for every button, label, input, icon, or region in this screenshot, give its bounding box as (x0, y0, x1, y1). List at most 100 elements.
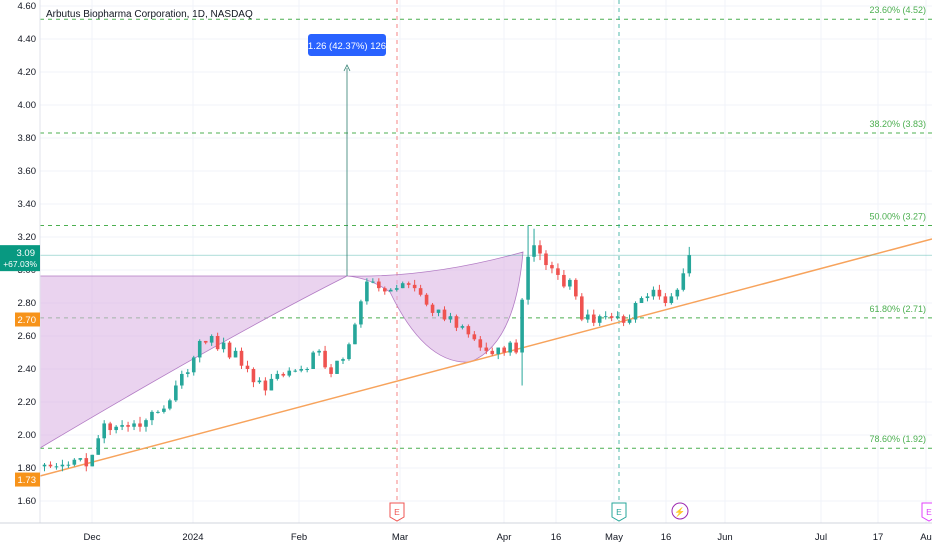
price-range-measure[interactable]: 1.26 (42.37%) 126 (308, 34, 386, 276)
candle (156, 410, 160, 414)
candle-body (508, 342, 512, 353)
candle (550, 261, 554, 274)
candle-body (550, 265, 554, 269)
candle (371, 278, 375, 284)
y-tick-label: 3.60 (18, 166, 37, 177)
candles (42, 225, 692, 472)
candle (681, 268, 686, 292)
candle (90, 454, 95, 467)
candle-body (603, 316, 608, 318)
candle-body (108, 423, 112, 431)
candle-body (42, 464, 47, 467)
candle (514, 339, 518, 355)
candle-body (347, 344, 351, 360)
candle-body (460, 326, 465, 328)
candle-body (424, 294, 429, 305)
candle-body (609, 316, 614, 318)
y-tick-label: 4.40 (18, 34, 37, 45)
candle (251, 367, 256, 388)
candle (120, 420, 124, 431)
event-marker[interactable]: E (389, 502, 405, 522)
candle (532, 228, 536, 262)
candle-body (341, 359, 345, 361)
candle (496, 347, 501, 360)
candle-body (562, 274, 566, 287)
candle (526, 225, 530, 305)
candle (96, 435, 101, 455)
candle-body (591, 314, 596, 323)
candle-body (627, 319, 632, 323)
x-tick-label: Au (920, 532, 932, 543)
pattern-fill-right (346, 251, 524, 363)
event-marker-label: E (616, 507, 622, 517)
fibonacci-levels: 23.60% (4.52) 38.20% (3.83) 50.00% (3.27) 6… (40, 5, 932, 449)
candle (466, 324, 471, 338)
candle-body (377, 281, 381, 289)
candle-body (90, 454, 95, 467)
candle (454, 314, 459, 332)
candle-body (466, 326, 471, 335)
candle-body (144, 420, 148, 427)
x-tick-label: Mar (392, 532, 408, 543)
candle-body (621, 316, 626, 323)
candle (126, 421, 130, 432)
event-marker[interactable]: E (611, 502, 627, 522)
candle (293, 369, 298, 373)
candle-body (251, 369, 256, 383)
candle-body (365, 281, 369, 302)
candle (269, 373, 274, 391)
candle-body (215, 336, 220, 350)
candle-body (681, 273, 686, 290)
measure-label-box (308, 34, 386, 56)
candle (651, 286, 656, 300)
candle (174, 380, 178, 402)
candle (197, 339, 202, 363)
candle-body (203, 340, 208, 343)
candle (138, 416, 142, 432)
candle-body (132, 423, 136, 427)
current-price-change: +67.03% (3, 259, 37, 269)
event-marker-label: ⚡ (674, 506, 685, 518)
level-badge (15, 312, 40, 327)
candle-body (412, 284, 417, 289)
candle-body (359, 301, 363, 325)
candle (132, 420, 136, 431)
candle-body (233, 350, 238, 358)
candle (585, 309, 590, 323)
candle (317, 349, 321, 356)
candle-body (430, 304, 435, 313)
candle (603, 311, 608, 320)
price-badges: 3.09+67.03% 2.70 1.73 (0, 245, 40, 487)
candle (257, 377, 262, 384)
candle (382, 286, 387, 295)
fib-level-label: 50.00% (3.27) (869, 211, 926, 221)
event-marker[interactable]: ⚡ (671, 502, 689, 520)
candle-body (454, 316, 459, 328)
candle (377, 278, 381, 292)
candle (168, 398, 172, 411)
x-tick-label: 16 (551, 532, 562, 543)
candle (478, 336, 483, 351)
candle (287, 367, 292, 378)
candle-body (126, 425, 130, 427)
event-markers[interactable]: E E ⚡ E (389, 502, 932, 522)
candle-body (394, 288, 399, 290)
candle (144, 418, 148, 432)
candle-body (675, 289, 680, 297)
candle (203, 340, 208, 345)
candle-body (544, 253, 548, 266)
candle-body (102, 423, 106, 439)
event-marker[interactable]: E (921, 502, 932, 522)
candle-body (371, 281, 375, 283)
candle-body (520, 299, 524, 353)
event-marker-label: E (926, 507, 932, 517)
level-badge (15, 472, 40, 487)
candle (221, 337, 226, 353)
earnings-flag (611, 502, 627, 522)
candle (323, 345, 327, 369)
pattern-fills (39, 251, 524, 449)
candle (484, 342, 489, 355)
candle-body (168, 400, 172, 409)
